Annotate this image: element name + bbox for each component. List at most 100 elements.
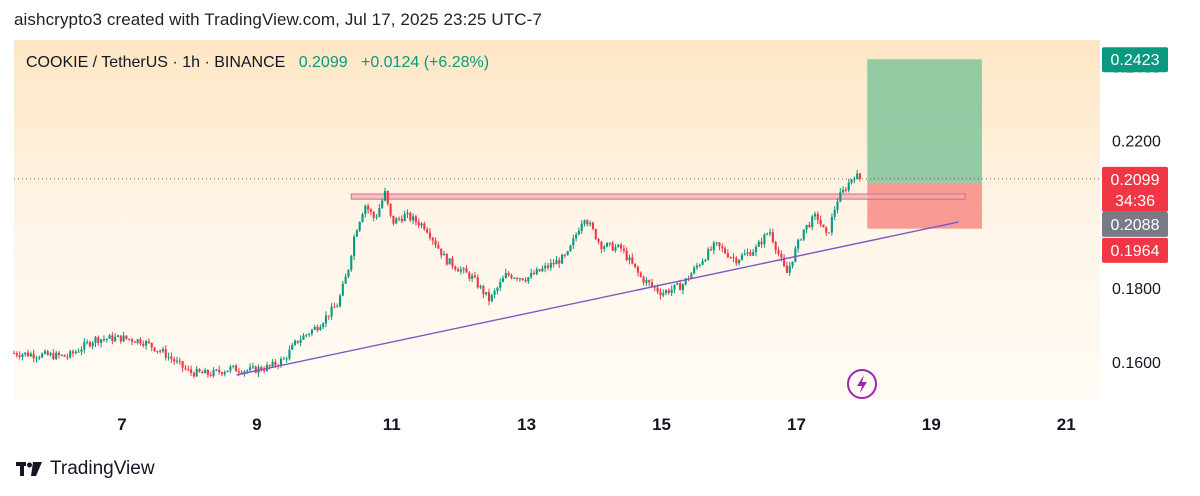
candle-body	[69, 351, 72, 358]
candle-body	[847, 182, 850, 191]
x-axis-tick-label: 13	[517, 415, 536, 434]
candle-body	[187, 368, 190, 370]
candle-body	[29, 353, 32, 357]
candle-body	[156, 350, 159, 352]
candle-body	[645, 280, 648, 283]
candle-body	[80, 349, 83, 352]
candle-body	[249, 367, 252, 371]
candle-body	[774, 241, 777, 251]
candle-body	[788, 265, 791, 273]
candle-body	[285, 358, 288, 360]
candle-body	[485, 292, 488, 295]
candle-body	[766, 233, 769, 235]
candle-body	[634, 263, 637, 268]
candle-body	[26, 352, 30, 357]
candle-body	[206, 370, 209, 375]
candle-body	[617, 244, 620, 247]
candle-body	[479, 286, 482, 288]
candle-body	[358, 221, 361, 231]
candle-body	[448, 258, 451, 265]
candle-body	[625, 250, 628, 261]
candle-body	[808, 224, 811, 228]
candle-body	[501, 278, 505, 282]
candle-body	[563, 254, 566, 256]
x-axis-tick-label: 15	[652, 415, 671, 434]
candle-body	[310, 329, 313, 334]
candle-body	[378, 207, 381, 217]
long-position-target-zone[interactable]	[867, 59, 982, 183]
candle-body	[746, 252, 749, 254]
candle-body	[690, 273, 693, 279]
last-price: 0.2099	[298, 54, 348, 71]
candle-body	[316, 326, 319, 331]
candle-body	[561, 254, 564, 264]
candle-body	[294, 340, 297, 345]
candle-body	[369, 209, 372, 212]
candle-body	[437, 245, 440, 249]
candle-body	[558, 260, 561, 264]
candle-body	[263, 370, 266, 372]
candle-body	[794, 248, 797, 262]
price-label-stop-text: 0.1964	[1111, 243, 1160, 260]
candle-body	[271, 361, 274, 367]
candle-body	[636, 267, 639, 273]
candle-body	[24, 352, 27, 355]
candle-body	[836, 201, 839, 211]
candle-body	[153, 347, 156, 352]
candle-body	[336, 306, 339, 308]
candle-body	[63, 354, 66, 357]
candle-body	[57, 352, 61, 356]
candle-body	[46, 351, 49, 355]
candle-body	[457, 269, 460, 272]
candle-body	[701, 261, 704, 265]
candle-body	[372, 211, 375, 218]
candle-body	[662, 293, 665, 296]
candle-body	[114, 336, 117, 342]
candle-body	[423, 223, 426, 230]
candle-body	[133, 341, 136, 343]
x-axis-tick-label: 19	[922, 415, 941, 434]
candle-body	[825, 227, 828, 233]
candle-body	[608, 242, 611, 244]
lightning-bolt-icon[interactable]	[847, 369, 877, 399]
candle-body	[94, 337, 97, 343]
candle-body	[232, 365, 235, 367]
candle-body	[471, 275, 474, 279]
candle-body	[729, 257, 732, 259]
candle-body	[400, 218, 403, 222]
ascending-trendline[interactable]	[236, 221, 959, 376]
candle-body	[218, 369, 221, 373]
candle-body	[667, 290, 670, 293]
candle-body	[518, 278, 521, 280]
candle-body	[254, 366, 257, 373]
candle-body	[102, 339, 105, 341]
candle-body	[21, 354, 24, 357]
resistance-zone[interactable]	[350, 193, 966, 200]
candle-body	[220, 372, 224, 375]
price-label-stop	[1102, 237, 1168, 263]
replay-button[interactable]	[847, 369, 877, 399]
candle-body	[74, 351, 77, 354]
symbol-name[interactable]: COOKIE / TetherUS · 1h · BINANCE	[26, 54, 286, 71]
candle-body	[476, 277, 479, 288]
candle-body	[333, 306, 336, 308]
long-position-stop-zone[interactable]	[867, 182, 982, 229]
candle-body	[516, 277, 519, 280]
candle-body	[577, 230, 580, 235]
candle-body	[192, 372, 195, 377]
candle-body	[535, 269, 538, 275]
candle-body	[839, 192, 842, 202]
x-axis-tick-label: 17	[787, 415, 806, 434]
candle-body	[308, 333, 311, 335]
candle-body	[735, 257, 738, 264]
candle-body	[341, 283, 344, 296]
lightning-bolt-icon-glyph	[857, 375, 867, 393]
tradingview-brand[interactable]: TradingView	[16, 458, 155, 480]
candle-body	[785, 266, 788, 273]
candle-body	[299, 339, 302, 343]
candle-body	[150, 342, 153, 348]
candle-body	[541, 268, 544, 272]
candle-body	[305, 334, 308, 336]
x-axis-tick-label: 21	[1057, 415, 1076, 434]
